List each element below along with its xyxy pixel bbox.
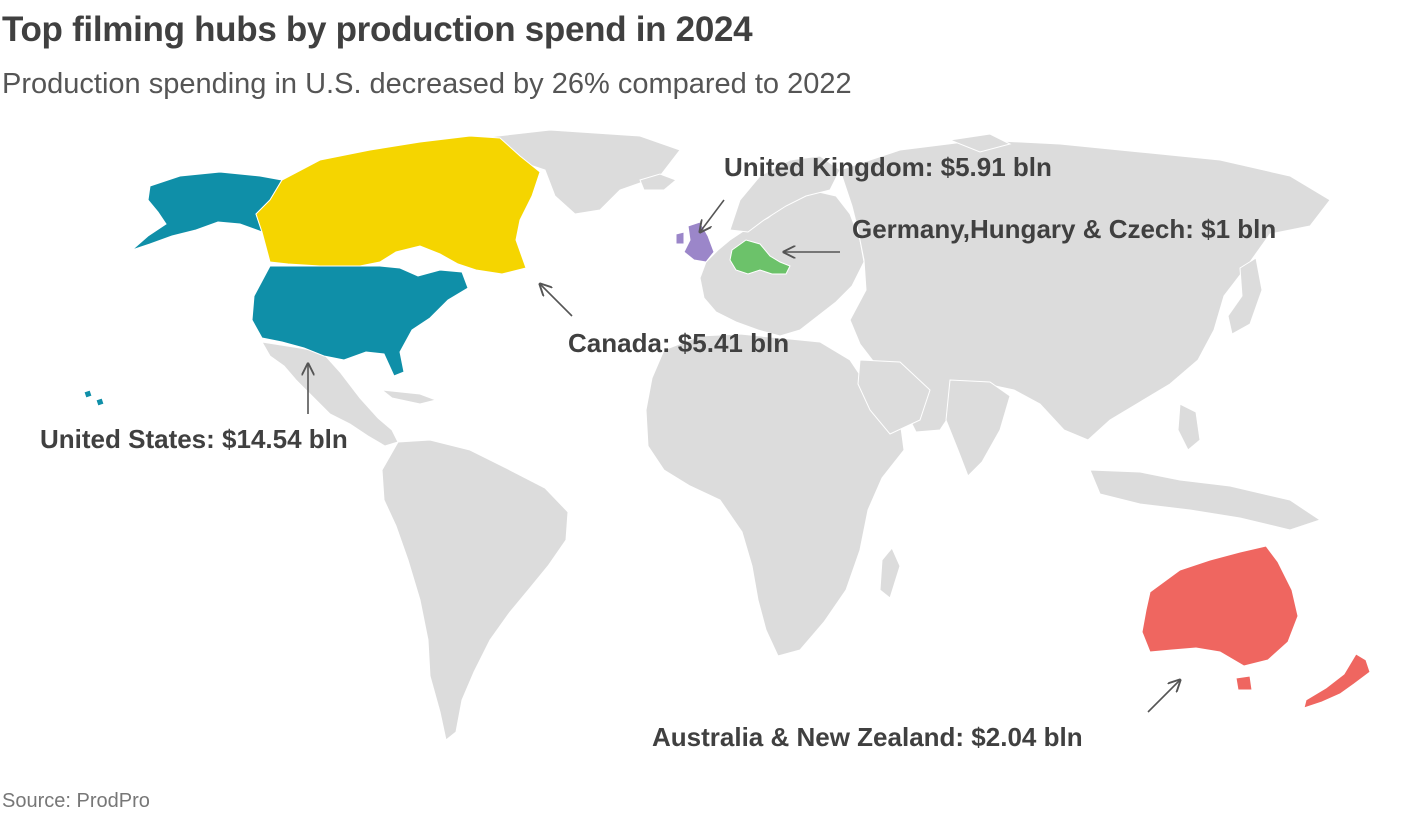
chart-subtitle: Production spending in U.S. decreased by… bbox=[2, 68, 852, 100]
land-madagascar bbox=[879, 547, 901, 599]
source-note: Source: ProdPro bbox=[2, 790, 150, 812]
region-new-zealand bbox=[1303, 653, 1371, 709]
arrow-united-kingdom bbox=[700, 199, 725, 232]
land-scandinavia bbox=[729, 155, 841, 233]
land-southeast-asia-islands bbox=[1089, 469, 1322, 531]
chart-title: Top filming hubs by production spend in … bbox=[2, 10, 753, 49]
land-japan bbox=[1227, 257, 1263, 335]
land-india bbox=[945, 379, 1011, 477]
land-mexico-central-america bbox=[261, 341, 399, 447]
label-central-europe: Germany,Hungary & Czech: $1 bln bbox=[852, 214, 1277, 244]
land-asia bbox=[839, 139, 1331, 441]
land-iceland bbox=[639, 173, 677, 191]
region-united-kingdom bbox=[675, 221, 715, 263]
region-united-states bbox=[251, 265, 469, 377]
land-philippines bbox=[1177, 403, 1201, 451]
region-central-europe bbox=[729, 239, 791, 275]
arrow-australia-nz bbox=[1147, 680, 1180, 713]
land-caribbean bbox=[380, 389, 438, 405]
land-arctic-islands bbox=[948, 133, 1012, 153]
world-map bbox=[83, 129, 1371, 741]
land-africa bbox=[645, 333, 905, 657]
region-hawaii bbox=[83, 389, 105, 407]
region-canada bbox=[255, 135, 541, 275]
label-united-states: United States: $14.54 bln bbox=[40, 424, 348, 454]
label-australia-nz: Australia & New Zealand: $2.04 bln bbox=[652, 722, 1083, 752]
arrow-canada bbox=[540, 284, 573, 317]
region-alaska bbox=[131, 171, 283, 251]
region-tasmania bbox=[1235, 675, 1253, 691]
label-united-kingdom: United Kingdom: $5.91 bln bbox=[724, 152, 1052, 182]
label-canada: Canada: $5.41 bln bbox=[568, 328, 790, 358]
land-arabia bbox=[857, 359, 931, 435]
land-south-america bbox=[381, 439, 569, 741]
region-australia bbox=[1141, 545, 1299, 667]
